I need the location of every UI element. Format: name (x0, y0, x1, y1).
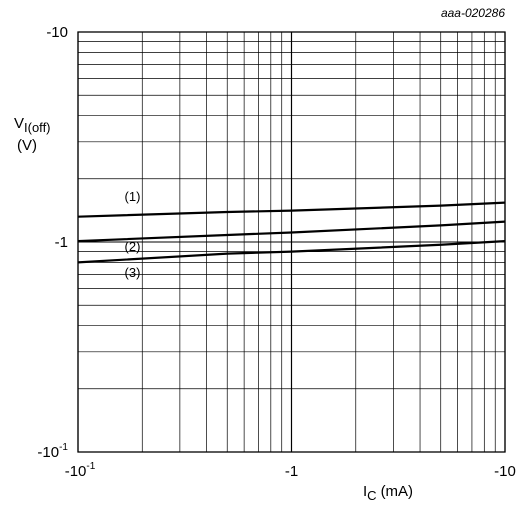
x-axis-label-main: I (363, 483, 367, 500)
y-tick-label: -1 (55, 234, 68, 251)
y-axis-label-main: V (14, 115, 24, 132)
y-tick-label-base: -1 (55, 234, 68, 251)
y-tick-label: -10 (46, 24, 68, 41)
y-tick-label-base: -10 (46, 24, 68, 41)
series-line (77, 239, 506, 264)
grid-lines (77, 31, 506, 453)
series-label: (3) (125, 265, 141, 280)
y-tick-label-base: -10 (37, 444, 59, 461)
y-axis-label-sub: I(off) (24, 120, 51, 135)
series-label: (1) (125, 189, 141, 204)
x-tick-label-base: -10 (494, 463, 516, 480)
x-tick-label-base: -1 (285, 463, 298, 480)
tick-labels: -10-1 -1 -10-10-1-10-1 (37, 24, 515, 480)
series-lines: (1) (2) (3) (77, 189, 506, 280)
y-axis-unit: (V) (17, 137, 37, 154)
y-tick-label: -10-1 (37, 442, 68, 461)
y-tick-label-exponent: -1 (59, 442, 68, 453)
x-tick-label: -1 (285, 463, 298, 480)
series-label: (2) (125, 239, 141, 254)
x-tick-label-exponent: -1 (86, 461, 95, 472)
reference-code: aaa-020286 (441, 6, 505, 20)
x-tick-label: -10-1 (65, 461, 96, 480)
series-line (77, 220, 506, 243)
x-axis-label-unit: (mA) (381, 483, 414, 500)
x-tick-label: -10 (494, 463, 516, 480)
y-axis-label: VI(off) (14, 115, 51, 135)
x-axis-label: IC (mA) (363, 483, 413, 503)
x-tick-label-base: -10 (65, 463, 87, 480)
series-line (77, 201, 506, 218)
x-axis-label-sub: C (367, 488, 376, 503)
